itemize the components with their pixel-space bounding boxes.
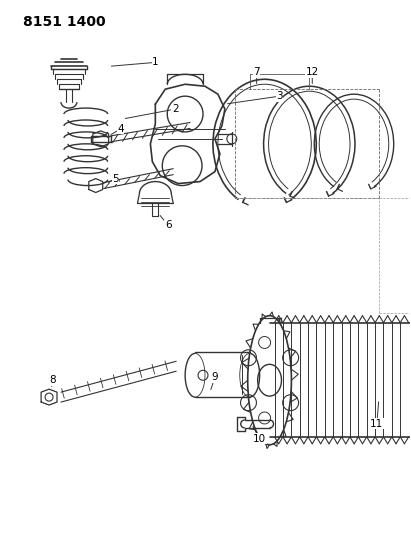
Text: 8151 1400: 8151 1400 bbox=[23, 15, 106, 29]
Text: 8: 8 bbox=[50, 375, 56, 385]
Text: 2: 2 bbox=[172, 104, 178, 114]
Text: 10: 10 bbox=[253, 434, 266, 444]
Text: 12: 12 bbox=[306, 67, 319, 77]
Text: 3: 3 bbox=[276, 91, 283, 101]
Text: 4: 4 bbox=[117, 124, 124, 134]
Text: 1: 1 bbox=[152, 58, 159, 67]
Text: 6: 6 bbox=[165, 220, 171, 230]
Text: 9: 9 bbox=[212, 372, 218, 382]
Text: 5: 5 bbox=[112, 174, 119, 183]
Text: 7: 7 bbox=[253, 67, 260, 77]
Text: 11: 11 bbox=[370, 419, 383, 429]
